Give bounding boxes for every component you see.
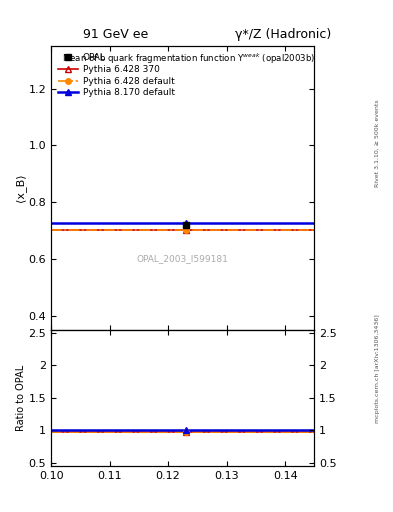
Text: γ*/Z (Hadronic): γ*/Z (Hadronic) xyxy=(235,28,331,41)
Y-axis label: Ratio to OPAL: Ratio to OPAL xyxy=(16,365,26,431)
Text: Mean of b quark fragmentation function $\Upsilon^{weak}$ (opal2003b): Mean of b quark fragmentation function $… xyxy=(62,52,315,66)
Legend: OPAL, Pythia 6.428 370, Pythia 6.428 default, Pythia 8.170 default: OPAL, Pythia 6.428 370, Pythia 6.428 def… xyxy=(55,51,177,100)
Text: Rivet 3.1.10, ≥ 500k events: Rivet 3.1.10, ≥ 500k events xyxy=(375,99,380,187)
Y-axis label: ⟨x_B⟩: ⟨x_B⟩ xyxy=(15,174,26,202)
Text: mcplots.cern.ch [arXiv:1306.3436]: mcplots.cern.ch [arXiv:1306.3436] xyxy=(375,314,380,423)
Text: 91 GeV ee: 91 GeV ee xyxy=(83,28,149,41)
Text: OPAL_2003_I599181: OPAL_2003_I599181 xyxy=(137,254,229,263)
